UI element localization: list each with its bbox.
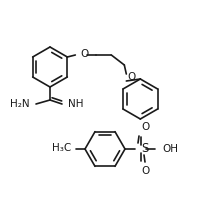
Text: S: S: [141, 142, 148, 155]
Text: NH: NH: [68, 99, 84, 109]
Text: O: O: [141, 166, 149, 176]
Text: O: O: [141, 122, 149, 132]
Text: O: O: [127, 72, 135, 82]
Text: O: O: [80, 49, 89, 59]
Text: H₂N: H₂N: [10, 99, 30, 109]
Text: OH: OH: [162, 144, 178, 154]
Text: H₃C: H₃C: [52, 143, 71, 153]
